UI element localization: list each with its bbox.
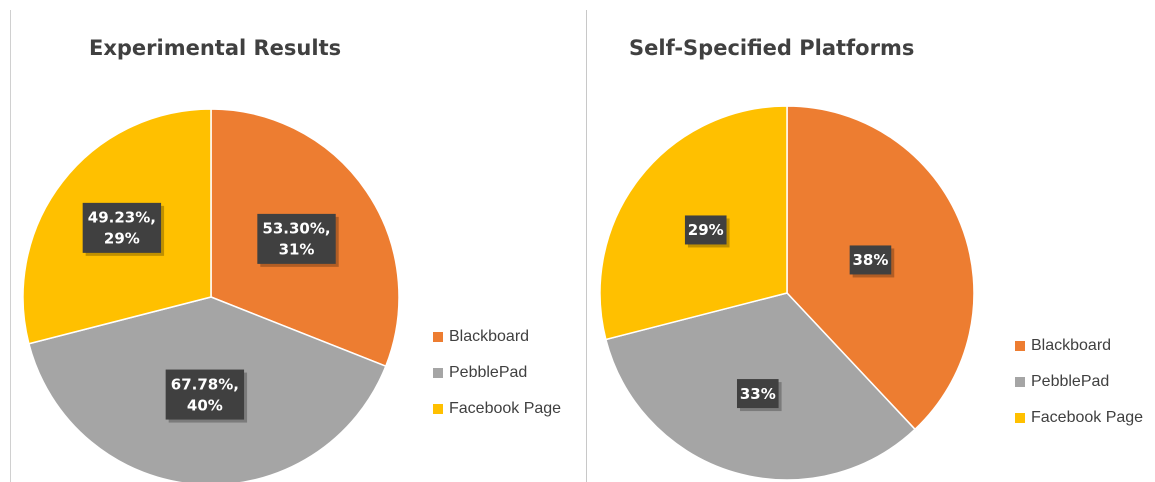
legend-item-pebblepad: PebblePad: [1015, 364, 1143, 400]
data-label-text: 40%: [187, 396, 223, 414]
legend-item-blackboard: Blackboard: [1015, 328, 1143, 364]
chart-title: Experimental Results: [89, 36, 342, 60]
data-label-box: [736, 379, 779, 409]
data-label-text: 33%: [740, 385, 776, 403]
legend-label: Blackboard: [449, 328, 530, 345]
legend-label: PebblePad: [449, 364, 528, 381]
legend-item-blackboard: Blackboard: [433, 319, 561, 355]
pie-chart-experimental: 53.30%, 31% 67.78%, 40% 49.23%, 29%: [22, 108, 400, 482]
legend-swatch: [1015, 413, 1025, 423]
data-label-pebblepad: 33%: [736, 379, 782, 412]
data-label-pebblepad: 67.78%, 40%: [165, 369, 248, 423]
data-label-box: [684, 215, 727, 245]
legend-swatch: [433, 332, 443, 342]
chart-title: Self-Specified Platforms: [629, 36, 915, 60]
data-label-facebook-page: 49.23%, 29%: [82, 202, 165, 256]
data-label-box: [849, 245, 892, 275]
data-label-blackboard: 53.30%, 31%: [257, 213, 339, 267]
legend-item-pebblepad: PebblePad: [433, 355, 561, 391]
data-label-text: 38%: [853, 251, 889, 269]
data-label-text: 49.23%,: [88, 209, 156, 227]
legend-label: Facebook Page: [449, 400, 562, 417]
chart-legend: Blackboard PebblePad Facebook Page: [433, 319, 561, 427]
chart-legend: Blackboard PebblePad Facebook Page: [1015, 328, 1143, 436]
pie-chart-self-specified: 38% 33% 29%: [599, 105, 975, 481]
legend-item-facebook-page: Facebook Page: [433, 391, 561, 427]
legend-swatch: [433, 404, 443, 414]
legend-label: Facebook Page: [1031, 409, 1144, 426]
data-label-text: 29%: [104, 230, 140, 248]
data-label-text: 67.78%,: [171, 375, 239, 393]
legend-label: Blackboard: [1031, 337, 1112, 354]
legend-item-facebook-page: Facebook Page: [1015, 400, 1143, 436]
data-label-box: [257, 213, 336, 264]
data-label-facebook-page: 29%: [684, 215, 730, 248]
legend-swatch: [1015, 341, 1025, 351]
data-label-box: [165, 369, 245, 420]
data-label-text: 31%: [279, 241, 315, 259]
legend-label: PebblePad: [1031, 373, 1110, 390]
chart-panel-experimental: Experimental Results 53.30%, 31% 67.78%, 40…: [10, 10, 587, 482]
chart-panel-self-specified: Self-Specified Platforms 38% 33% 29% Black…: [587, 10, 1147, 482]
data-label-text: 29%: [688, 221, 724, 239]
data-label-text: 53.30%,: [262, 220, 330, 238]
data-label-box: [82, 202, 162, 253]
legend-swatch: [433, 368, 443, 378]
legend-swatch: [1015, 377, 1025, 387]
data-label-blackboard: 38%: [849, 245, 895, 278]
